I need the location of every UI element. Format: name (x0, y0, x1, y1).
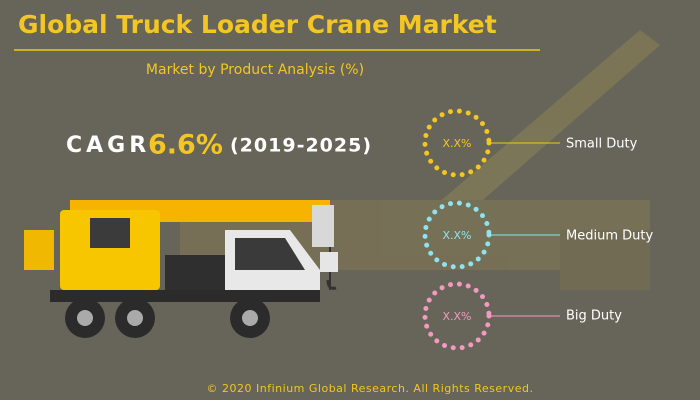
truck-illustration (24, 200, 338, 338)
segment-name: Medium Duty (566, 229, 653, 244)
segment: X.X% Big Duty (422, 281, 622, 351)
segment-value: X.X% (442, 137, 471, 150)
segment-name: Big Duty (566, 309, 622, 324)
segment-name: Small Duty (566, 137, 638, 152)
segment-value: X.X% (442, 229, 471, 242)
cagr-period: (2019-2025) (230, 135, 372, 157)
footer: © 2020 Infinium Global Research. All Rig… (207, 382, 534, 395)
subtitle: Market by Product Analysis (%) (146, 62, 364, 78)
title: Global Truck Loader Crane Market (18, 10, 497, 39)
segment-value: X.X% (442, 310, 471, 323)
segment: X.X% Medium Duty (422, 200, 653, 270)
cagr-value: 6.6% (148, 130, 223, 161)
segment: X.X% Small Duty (422, 108, 638, 178)
cagr-label: CAGR (66, 133, 150, 158)
